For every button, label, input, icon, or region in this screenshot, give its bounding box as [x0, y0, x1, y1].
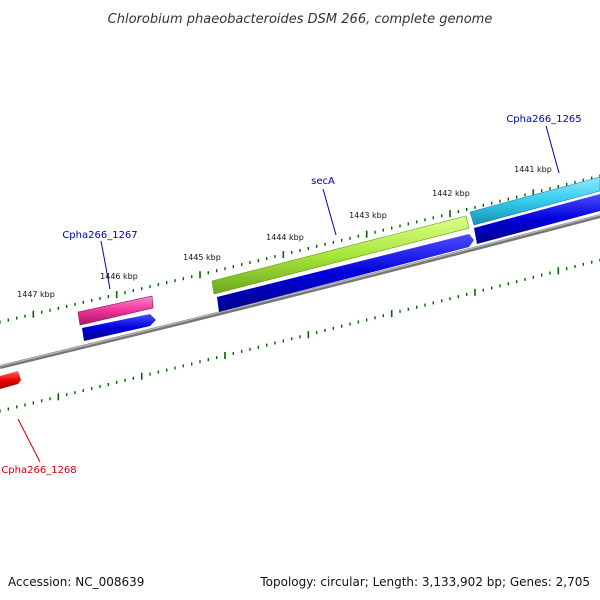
- leader-line-1265: [545, 125, 560, 174]
- genome-backbone-highlight: [0, 214, 600, 367]
- tick-label-1442: 1442 kbp: [432, 189, 470, 198]
- kbp-labels: 1441 kbp 1442 kbp 1443 kbp 1444 kbp 1445…: [17, 165, 552, 299]
- leader-line-1268: [17, 418, 41, 463]
- tick-label-1443: 1443 kbp: [349, 211, 387, 220]
- tick-label-1447: 1447 kbp: [17, 290, 55, 299]
- gene-label-cpha266-1265[interactable]: Cpha266_1265: [506, 114, 581, 125]
- leader-line-1267: [100, 240, 111, 290]
- accession-text: Accession: NC_008639: [8, 575, 144, 589]
- outer-tick-ring: [0, 174, 600, 324]
- tick-label-1444: 1444 kbp: [266, 233, 304, 242]
- map-title: Chlorobium phaeobacteroides DSM 266, com…: [108, 12, 493, 27]
- genome-backbone: [0, 214, 600, 369]
- leader-line-seca: [322, 188, 337, 236]
- tick-label-1445: 1445 kbp: [183, 253, 221, 262]
- gene-seca-feature[interactable]: [211, 215, 474, 312]
- gene-cpha266-1268-feature[interactable]: [0, 371, 21, 389]
- gene-label-cpha266-1267[interactable]: Cpha266_1267: [62, 230, 137, 241]
- gene-label-seca[interactable]: secA: [311, 176, 335, 187]
- gene-cpha266-1265-feature[interactable]: [469, 176, 600, 244]
- tick-label-1446: 1446 kbp: [100, 272, 138, 281]
- inner-tick-ring: [0, 258, 600, 413]
- genome-summary-text: Topology: circular; Length: 3,133,902 bp…: [259, 575, 590, 589]
- tick-label-1441: 1441 kbp: [514, 165, 552, 174]
- gene-label-cpha266-1268[interactable]: Cpha266_1268: [1, 465, 76, 476]
- gene-cpha266-1267-feature[interactable]: [77, 295, 156, 341]
